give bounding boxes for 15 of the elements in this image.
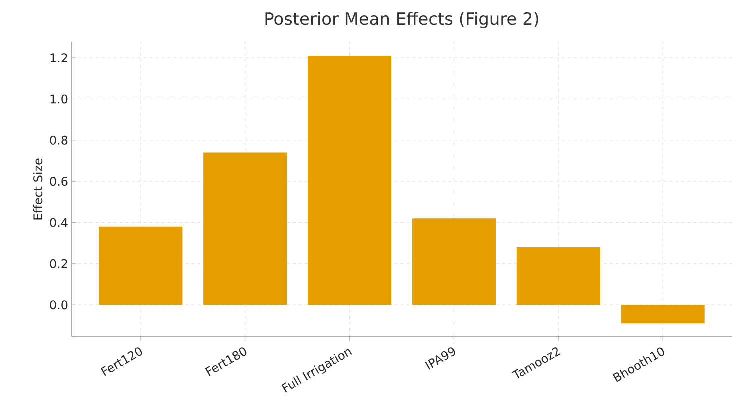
y-axis-title: Effect Size	[33, 158, 43, 220]
y-tick-label: 0.4	[50, 218, 68, 228]
y-tick-label: 0.8	[50, 136, 68, 145]
chart-title: Posterior Mean Effects (Figure 2)	[266, 12, 538, 28]
bar	[99, 226, 183, 306]
bar	[412, 218, 496, 306]
y-tick-label: 0.2	[50, 259, 68, 268]
y-tick-label: 1.0	[50, 94, 68, 104]
y-tick-label: 1.2	[50, 54, 68, 62]
bar	[516, 247, 600, 306]
bar	[308, 56, 392, 306]
bar	[621, 305, 705, 324]
bar	[204, 152, 288, 306]
y-tick-label: 0.0	[50, 300, 68, 310]
y-tick-label: 0.6	[50, 177, 68, 186]
